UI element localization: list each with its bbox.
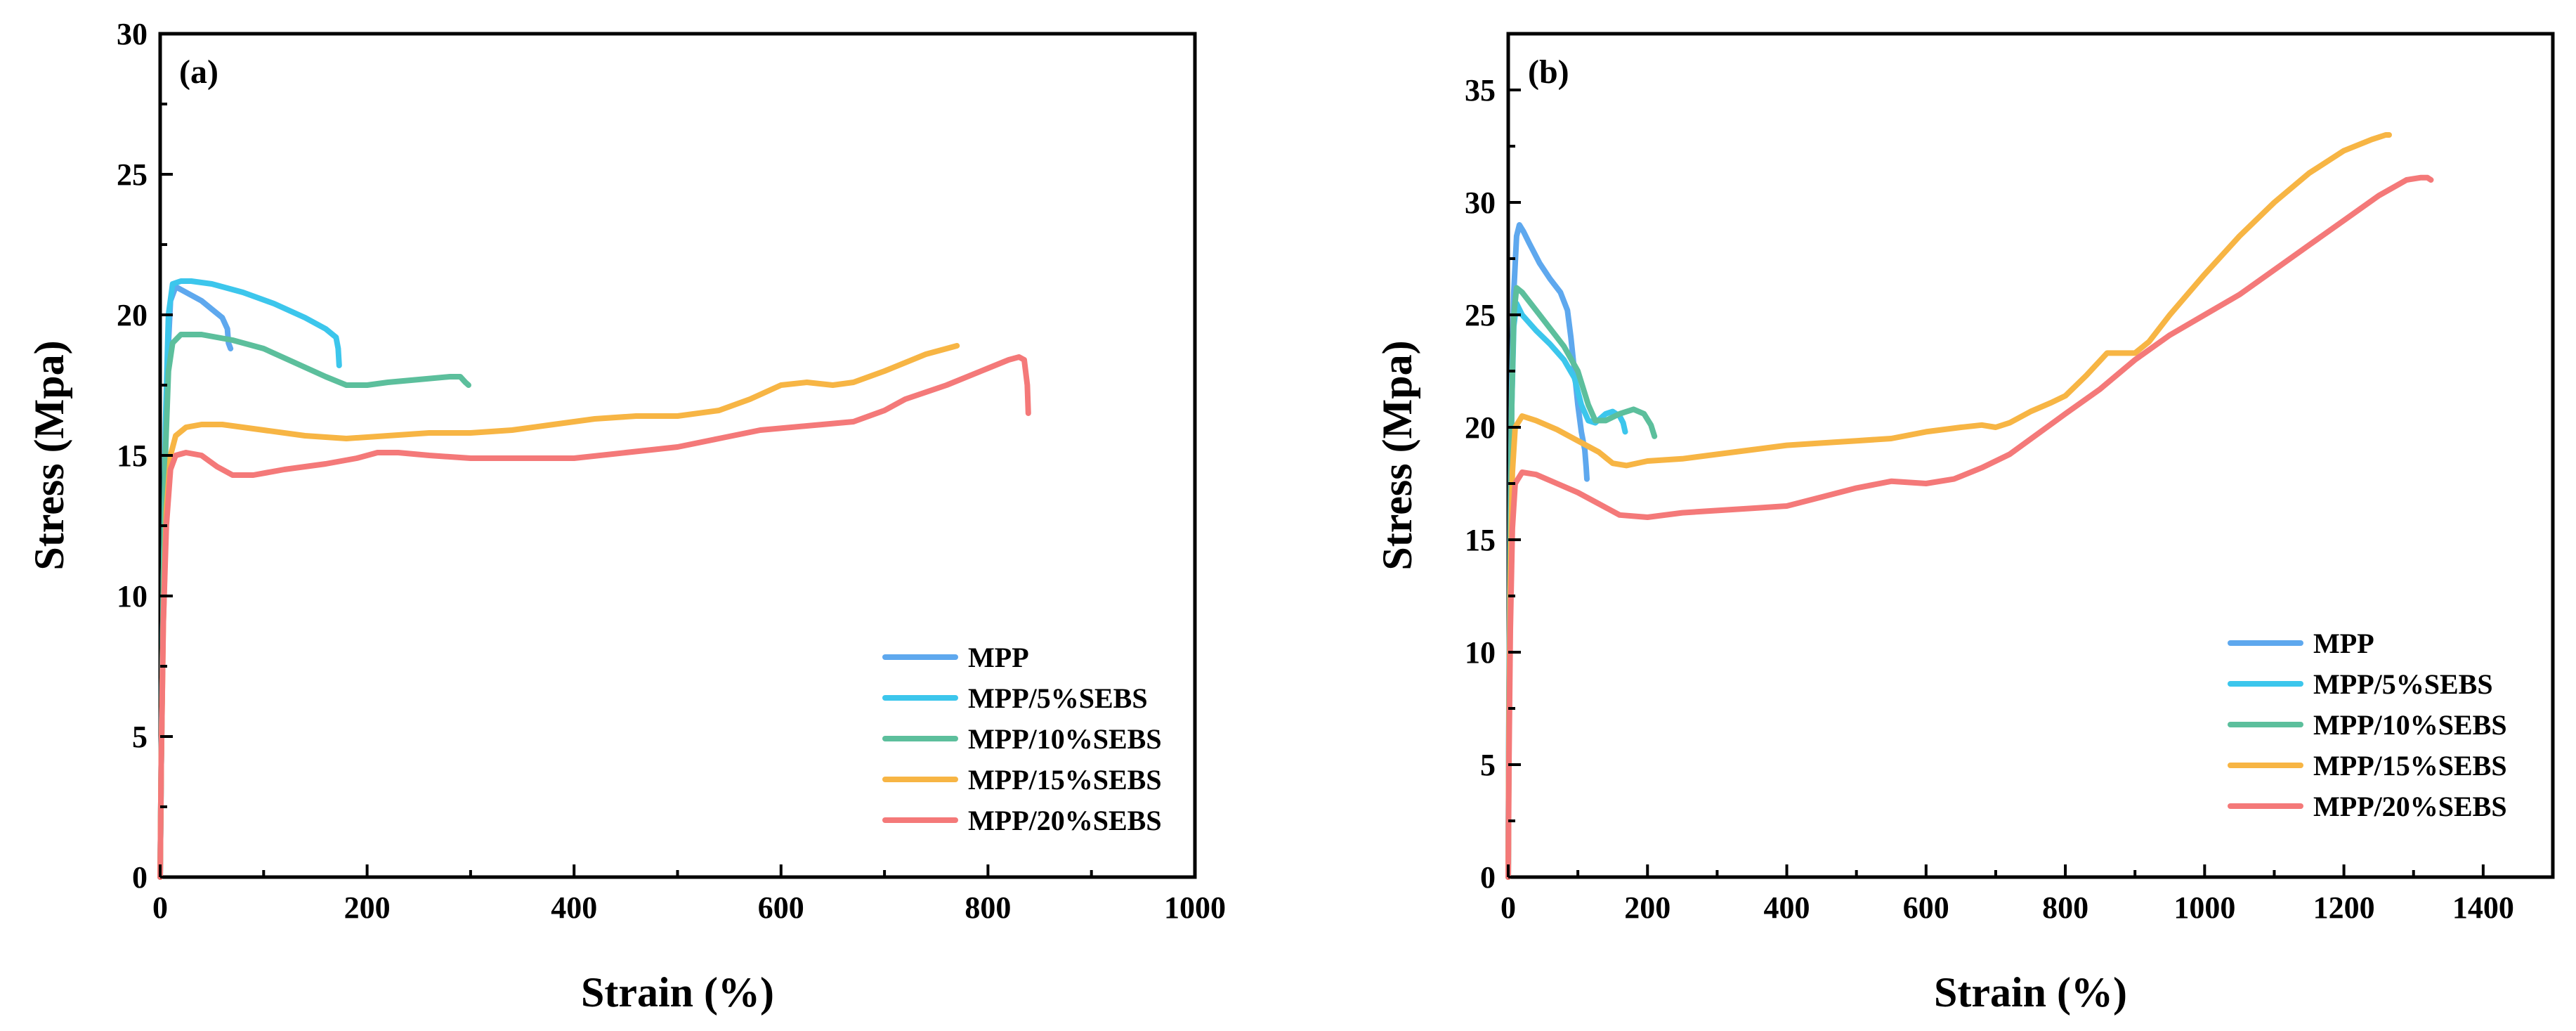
panel-a-legend-label-mpp-10pctsebs: MPP/10%SEBS [968, 723, 1162, 755]
panel-b-series-line-mpp-20pctsebs [1505, 174, 2434, 880]
panel-a-x-tick-label: 400 [551, 890, 597, 925]
panel-b-y-tick-label: 0 [1480, 860, 1496, 895]
panel-a-series-line-mpp-20pctsebs [157, 354, 1031, 880]
panel-b-x-tick-label: 1400 [2452, 890, 2514, 925]
panel-b-series-line-mpp-10pctsebs [1505, 285, 1658, 880]
panel-b-y-tick-label: 15 [1465, 523, 1496, 557]
panel-b-x-tick-label: 400 [1764, 890, 1810, 925]
panel-b-y-axis-title: Stress (Mpa) [1374, 340, 1420, 570]
panel-b-series-line-mpp-15pctsebs [1505, 132, 2392, 880]
panel-a-legend-label-mpp-5pctsebs: MPP/5%SEBS [968, 682, 1148, 714]
panel-b-x-tick-label: 0 [1501, 890, 1516, 925]
panel-b-y-tick-label: 10 [1465, 635, 1496, 670]
panel-b-x-tick-label: 1000 [2173, 890, 2235, 925]
panel-a-x-axis-title: Strain (%) [581, 969, 774, 1016]
panel-a-x-tick-label: 800 [965, 890, 1011, 925]
panel-a-series-line-mpp-10pctsebs [157, 332, 471, 880]
panel-b-y-tick-label: 5 [1480, 748, 1496, 782]
panel-a-x-tick-label: 200 [344, 890, 391, 925]
panel-a-y-tick-label: 0 [132, 860, 148, 895]
panel-b-y-tick-label: 25 [1465, 298, 1496, 332]
panel-b-series-line-mpp-5pctsebs [1505, 301, 1628, 880]
panel-a-y-axis-title: Stress (Mpa) [26, 340, 72, 570]
panel-a-y-tick-label: 5 [132, 720, 148, 754]
panel-b-legend-label-mpp-10pctsebs: MPP/10%SEBS [2313, 709, 2507, 741]
panel-a-y-tick-label: 25 [117, 157, 148, 192]
panel-b-x-tick-label: 1200 [2313, 890, 2375, 925]
panel-b-y-tick-label: 30 [1465, 186, 1496, 220]
panel-b-legend-label-mpp: MPP [2313, 628, 2374, 659]
panel-b-x-tick-label: 800 [2042, 890, 2088, 925]
panel-a-x-tick-label: 1000 [1164, 890, 1226, 925]
panel-a-legend: MPP MPP/5%SEBS MPP/10%SEBS MPP/15%SEBS MPP/2… [882, 642, 1162, 836]
panel-a-series-line-mpp-15pctsebs [157, 343, 960, 880]
panel-a-label: (a) [179, 53, 218, 91]
panel-b-legend-label-mpp-15pctsebs: MPP/15%SEBS [2313, 750, 2507, 782]
panel-b-label: (b) [1528, 53, 1569, 91]
panel-b-legend-label-mpp-20pctsebs: MPP/20%SEBS [2313, 791, 2507, 822]
panel-a-y-tick-label: 20 [117, 298, 148, 332]
panel-a-legend-label-mpp-15pctsebs: MPP/15%SEBS [968, 764, 1162, 796]
panel-b-y-tick-label: 20 [1465, 410, 1496, 445]
panel-b-x-tick-label: 200 [1624, 890, 1671, 925]
panel-b-y-tick-label: 35 [1465, 73, 1496, 108]
panel-b-legend-label-mpp-5pctsebs: MPP/5%SEBS [2313, 668, 2493, 700]
panel-a-y-tick-label: 30 [117, 17, 148, 51]
panel-b-x-axis-title: Strain (%) [1934, 969, 2127, 1016]
panel-a-chart: 0 200 400 600 800 1000 0 5 10 15 20 25 30 (a) Strain… [26, 17, 1226, 1016]
panel-b-legend: MPP MPP/5%SEBS MPP/10%SEBS MPP/15%SEBS MPP/2… [2228, 628, 2507, 822]
panel-a-y-tick-label: 10 [117, 579, 148, 614]
panel-b-chart: 0 200 400 600 800 1000 1200 140005101520253035 … [1374, 32, 2555, 1016]
panel-a-x-tick-label: 600 [758, 890, 804, 925]
panel-a-legend-label-mpp: MPP [968, 642, 1029, 673]
panel-a-legend-label-mpp-20pctsebs: MPP/20%SEBS [968, 805, 1162, 836]
panel-b-x-tick-label: 600 [1903, 890, 1949, 925]
panel-a-y-tick-label: 15 [117, 439, 148, 473]
panel-a-x-tick-label: 0 [152, 890, 168, 925]
